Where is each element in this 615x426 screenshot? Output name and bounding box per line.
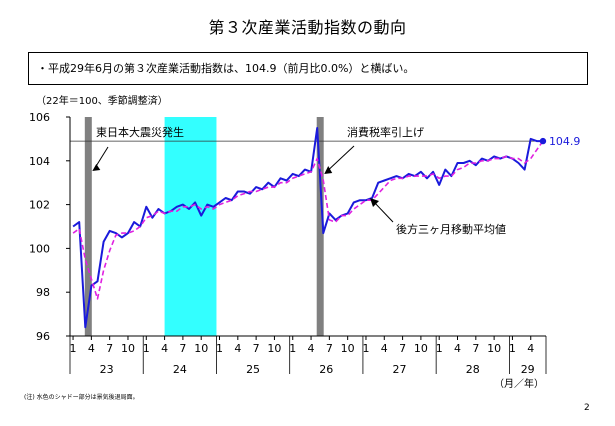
series-line-actual bbox=[72, 127, 543, 329]
x-tick-label: 1 bbox=[436, 342, 443, 355]
x-tick-label: 7 bbox=[106, 342, 113, 355]
x-tick-label: 10 bbox=[267, 342, 281, 355]
y-tick-label: 98 bbox=[36, 286, 50, 299]
x-tick-label: 7 bbox=[399, 342, 406, 355]
x-tick-label: 4 bbox=[88, 342, 95, 355]
latest-value-label: 104.9 bbox=[549, 135, 581, 148]
moving-average-label: 後方三ヶ月移動平均値 bbox=[396, 222, 506, 236]
x-tick-label: 7 bbox=[326, 342, 333, 355]
latest-point bbox=[539, 137, 547, 145]
x-tick-label: 1 bbox=[362, 342, 369, 355]
x-tick-label: 4 bbox=[454, 342, 461, 355]
x-tick-label: 10 bbox=[414, 342, 428, 355]
event-arrowhead-tax bbox=[324, 166, 333, 174]
event-label-tax: 消費税率引上げ bbox=[347, 125, 424, 139]
moving-average-arrow bbox=[373, 201, 394, 223]
recession-shade bbox=[164, 117, 217, 336]
x-tick-label: 10 bbox=[194, 342, 208, 355]
year-label: 27 bbox=[393, 363, 407, 376]
x-tick-label: 1 bbox=[143, 342, 150, 355]
summary-box: ・平成29年6月の第３次産業活動指数は、104.9（前月比0.0%）と横ばい。 bbox=[28, 52, 588, 85]
year-label: 24 bbox=[173, 363, 187, 376]
y-tick-label: 106 bbox=[29, 111, 50, 124]
page-number: 2 bbox=[584, 403, 590, 413]
x-tick-label: 1 bbox=[509, 342, 516, 355]
event-arrow-tax bbox=[325, 145, 355, 173]
event-bar-1 bbox=[84, 117, 92, 336]
moving-average-arrowhead bbox=[370, 198, 379, 207]
footnote: (注) 水色のシャドー部分は景気後退局面。 bbox=[24, 394, 139, 401]
year-label: 26 bbox=[319, 363, 333, 376]
y-axis-label: （22年＝100、季節調整済） bbox=[36, 94, 168, 107]
x-tick-label: 4 bbox=[308, 342, 315, 355]
year-label: 28 bbox=[466, 363, 480, 376]
series-line-moving-average bbox=[72, 140, 544, 300]
x-tick-label: 7 bbox=[253, 342, 260, 355]
x-tick-label: 1 bbox=[70, 342, 77, 355]
x-tick-label: 4 bbox=[234, 342, 241, 355]
x-tick-label: 10 bbox=[341, 342, 355, 355]
event-label-earthquake: 東日本大震災発生 bbox=[96, 125, 184, 139]
x-tick-label: 1 bbox=[216, 342, 223, 355]
x-tick-label: 7 bbox=[179, 342, 186, 355]
y-tick-label: 100 bbox=[29, 242, 50, 255]
x-tick-label: 4 bbox=[161, 342, 168, 355]
x-tick-label: 10 bbox=[487, 342, 501, 355]
x-tick-label: 4 bbox=[381, 342, 388, 355]
x-tick-label: 1 bbox=[289, 342, 296, 355]
x-tick-label: 7 bbox=[472, 342, 479, 355]
y-tick-label: 104 bbox=[29, 155, 50, 168]
year-label: 23 bbox=[100, 363, 114, 376]
x-tick-label: 4 bbox=[527, 342, 534, 355]
y-tick-label: 96 bbox=[36, 330, 50, 343]
y-tick-label: 102 bbox=[29, 199, 50, 212]
x-axis-label: （月／年） bbox=[494, 377, 544, 390]
event-bar-2 bbox=[316, 117, 324, 336]
x-tick-label: 10 bbox=[121, 342, 135, 355]
year-label: 29 bbox=[521, 363, 535, 376]
slide-title: 第３次産業活動指数の動向 bbox=[208, 18, 407, 37]
event-arrowhead-earthquake bbox=[92, 164, 101, 171]
year-label: 25 bbox=[246, 363, 260, 376]
